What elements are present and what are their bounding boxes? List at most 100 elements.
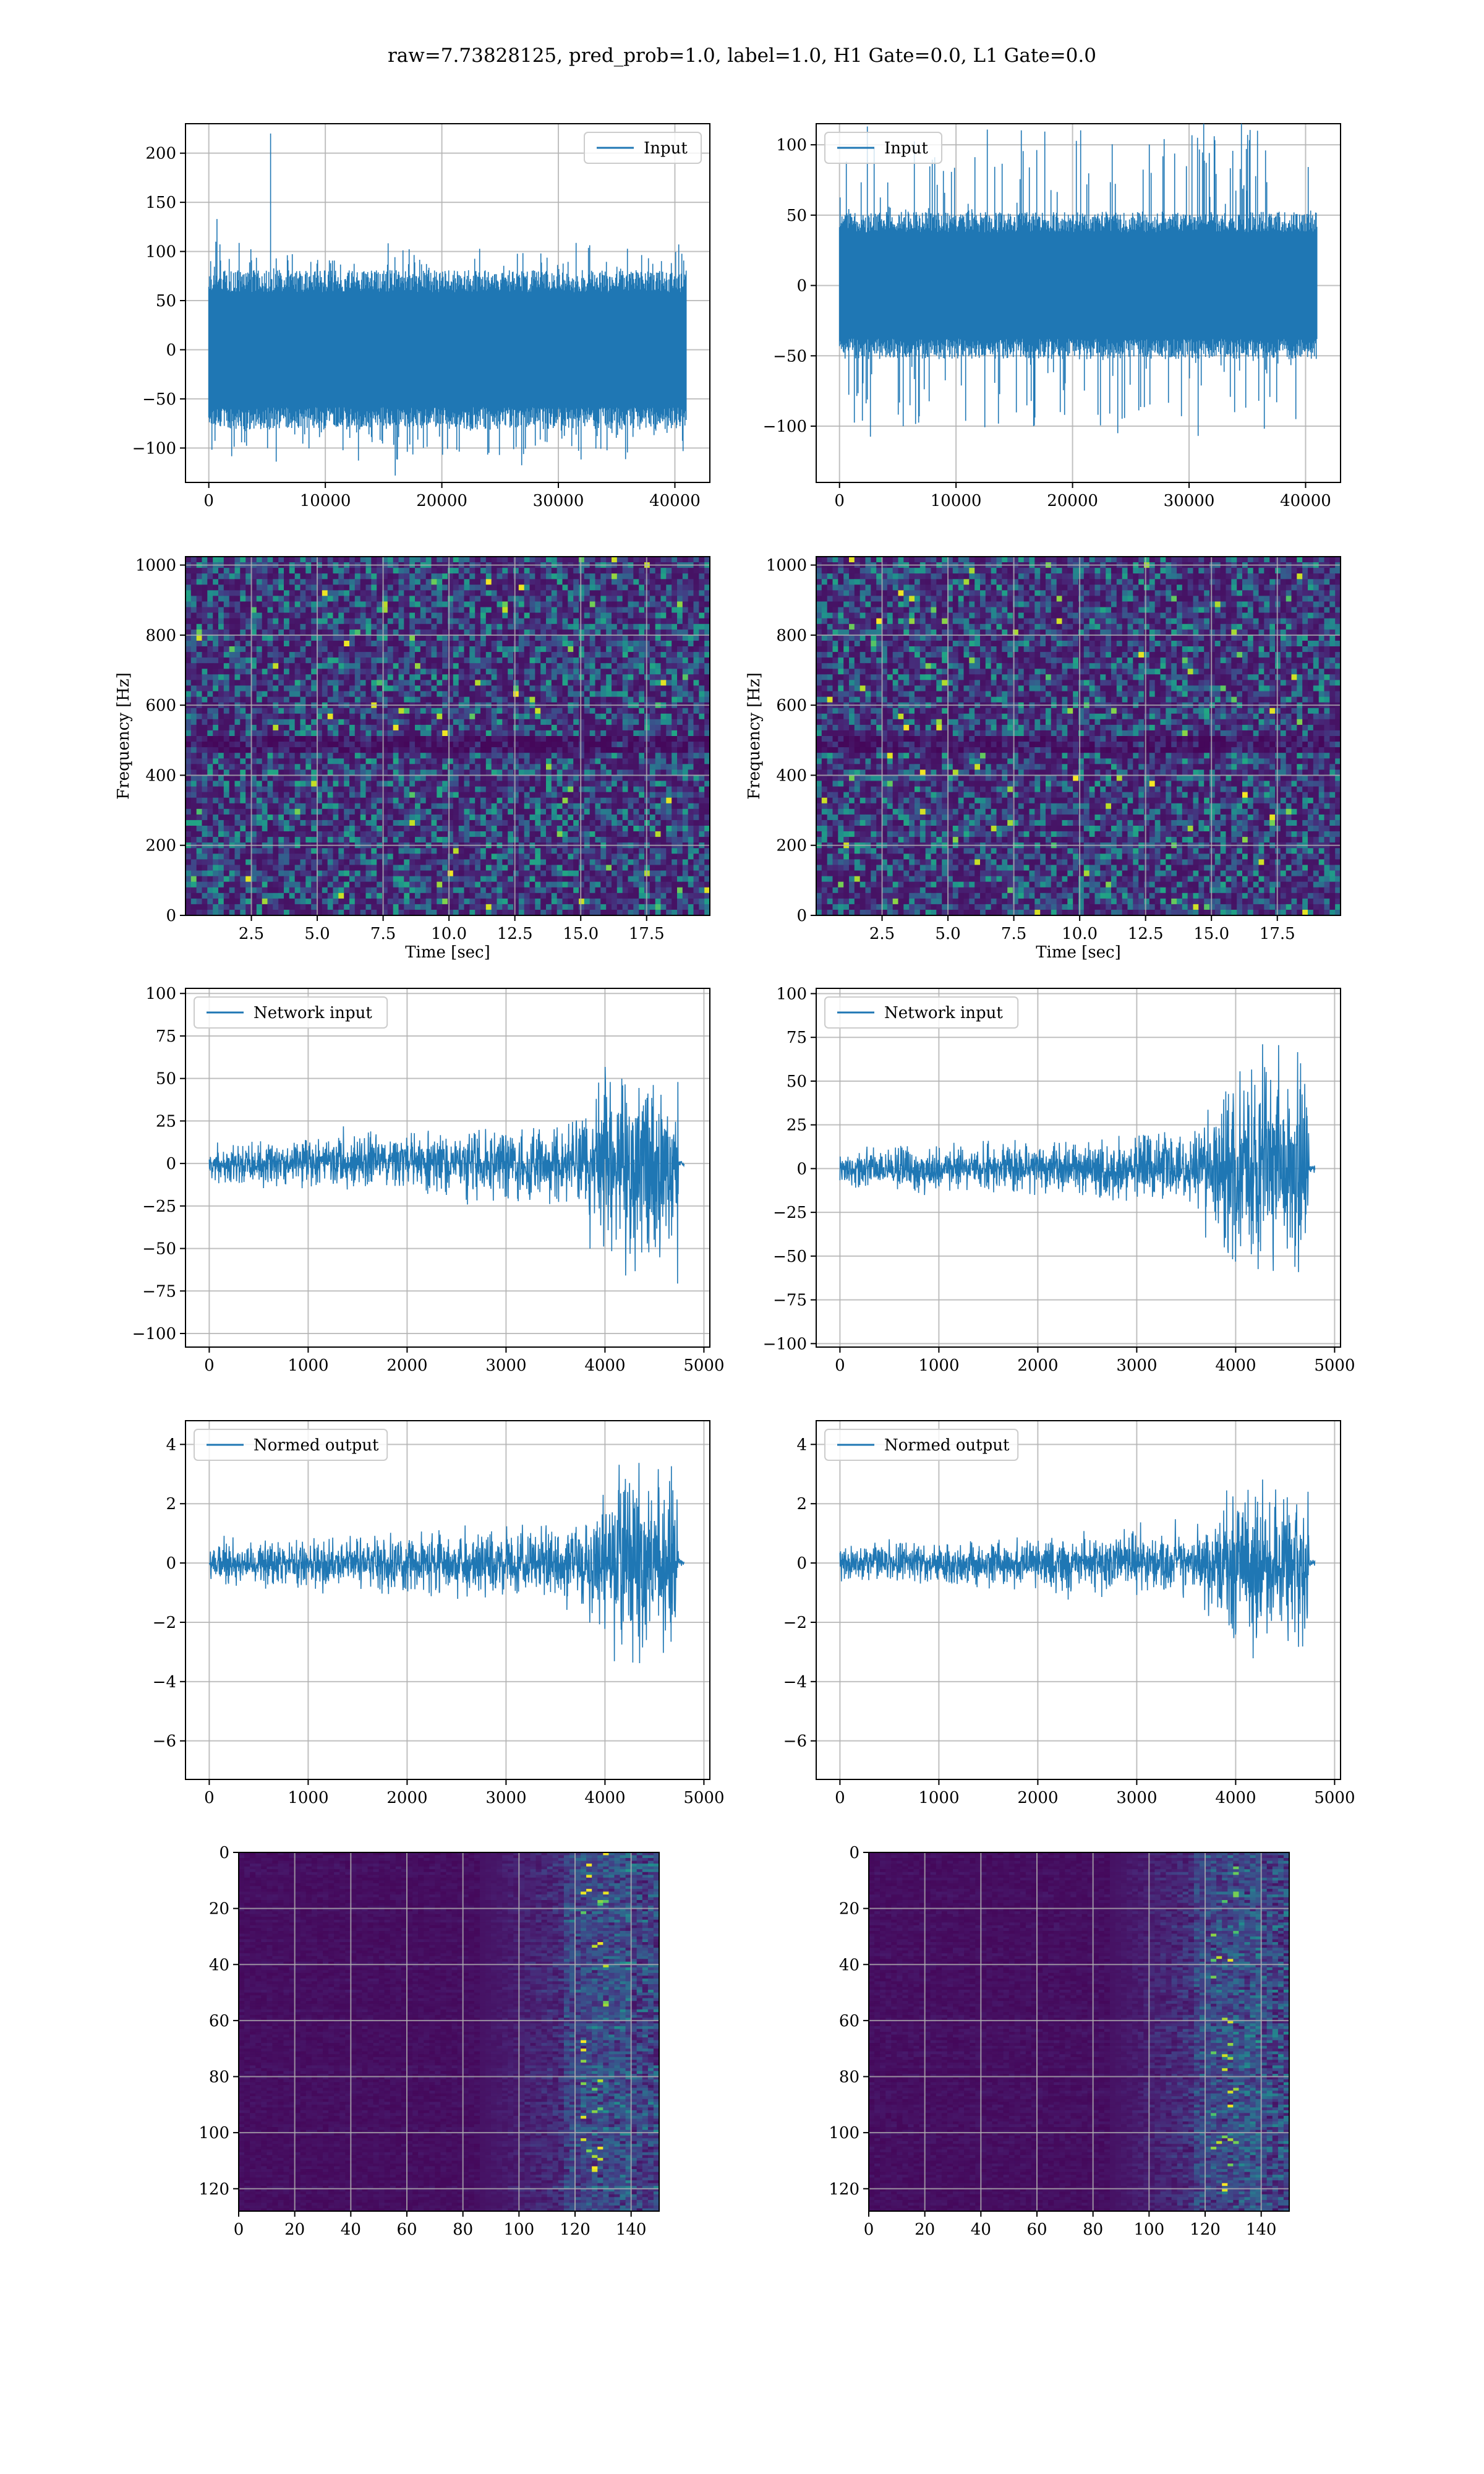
spectrogram-cell: [393, 573, 399, 580]
spectrogram-cell: [393, 657, 399, 664]
spectrogram-cell: [202, 635, 208, 641]
spectrogram-cell: [480, 775, 486, 781]
spectrogram-cell: [197, 742, 202, 748]
spectrogram-cell: [344, 730, 349, 737]
spectrogram-cell: [584, 736, 590, 742]
spectrogram-cell: [530, 624, 535, 630]
spectrogram-cell: [262, 641, 268, 647]
spectrogram-cell: [677, 730, 683, 737]
spectrogram-cell: [432, 764, 437, 770]
spectrogram-cell: [311, 758, 317, 764]
spectrogram-cell: [273, 758, 278, 764]
spectrogram-cell: [650, 596, 655, 602]
spectrogram-cell: [262, 758, 268, 764]
spectrogram-cell: [661, 646, 667, 653]
spectrogram-cell: [502, 652, 508, 658]
spectrogram-cell: [672, 691, 677, 698]
spectrogram-cell: [600, 753, 606, 759]
spectrogram-cell: [563, 719, 568, 726]
spectrogram-cell: [229, 657, 235, 664]
spectrogram-cell: [623, 680, 628, 686]
spectrogram-cell: [415, 618, 420, 625]
spectrogram-cell: [464, 657, 470, 664]
spectrogram-cell: [453, 607, 459, 614]
spectrogram-cell: [268, 618, 273, 625]
spectrogram-cell: [229, 787, 235, 793]
spectrogram-cell: [344, 613, 349, 619]
spectrogram-cell: [420, 764, 426, 770]
spectrogram-cell: [661, 590, 667, 596]
spectrogram-cell: [420, 725, 426, 731]
spectrogram-cell: [600, 680, 606, 686]
spectrogram-cell: [442, 736, 448, 742]
spectrogram-cell: [420, 714, 426, 720]
spectrogram-cell: [683, 714, 688, 720]
spectrogram-cell: [432, 775, 437, 781]
spectrogram-cell: [442, 568, 448, 574]
spectrogram-cell: [694, 584, 699, 591]
spectrogram-cell: [197, 646, 202, 653]
spectrogram-cell: [480, 725, 486, 731]
spectrogram-cell: [557, 691, 563, 698]
spectrogram-cell: [437, 753, 442, 759]
spectrogram-cell: [595, 663, 601, 669]
spectrogram-cell: [311, 652, 317, 658]
spectrogram-cell: [240, 596, 245, 602]
spectrogram-cell: [360, 573, 366, 580]
spectrogram-cell: [535, 742, 540, 748]
spectrogram-cell: [573, 747, 579, 753]
spectrogram-cell: [497, 624, 503, 630]
spectrogram-cell: [197, 708, 202, 714]
spectrogram-cell: [606, 584, 612, 591]
spectrogram-cell: [683, 624, 688, 630]
spectrogram-cell: [519, 775, 524, 781]
spectrogram-cell: [442, 730, 448, 737]
spectrogram-cell: [366, 753, 372, 759]
spectrogram-cell: [502, 663, 508, 669]
spectrogram-cell: [355, 663, 360, 669]
spectrogram-cell: [191, 573, 197, 580]
spectrogram-cell: [595, 557, 601, 563]
spectrogram-cell: [218, 579, 224, 585]
spectrogram-cell: [530, 714, 535, 720]
spectrogram-cell: [573, 685, 579, 691]
spectrogram-cell: [333, 742, 339, 748]
spectrogram-cell: [590, 753, 595, 759]
spectrogram-cell: [540, 674, 546, 680]
spectrogram-cell: [595, 618, 601, 625]
spectrogram-cell: [699, 646, 704, 653]
spectrogram-cell: [552, 753, 557, 759]
spectrogram-cell: [426, 596, 432, 602]
spectrogram-cell: [579, 730, 584, 737]
spectrogram-cell: [535, 747, 540, 753]
spectrogram-cell: [218, 584, 224, 591]
spectrogram-cell: [393, 730, 399, 737]
spectrogram-cell: [235, 607, 241, 614]
spectrogram-cell: [245, 685, 251, 691]
spectrogram-cell: [540, 708, 546, 714]
spectrogram-cell: [224, 657, 229, 664]
spectrogram-cell: [202, 663, 208, 669]
spectrogram-cell: [666, 663, 672, 669]
spectrogram-cell: [207, 758, 213, 764]
spectrogram-cell: [480, 618, 486, 625]
spectrogram-cell: [278, 646, 284, 653]
spectrogram-cell: [207, 596, 213, 602]
spectrogram-cell: [694, 680, 699, 686]
spectrogram-cell: [404, 568, 409, 574]
spectrogram-cell: [409, 557, 415, 563]
spectrogram-cell: [371, 584, 377, 591]
spectrogram-cell: [513, 691, 519, 698]
spectrogram-cell: [442, 579, 448, 585]
spectrogram-cell: [579, 663, 584, 669]
spectrogram-cell: [486, 584, 492, 591]
spectrogram-cell: [393, 568, 399, 574]
spectrogram-cell: [502, 584, 508, 591]
spectrogram-cell: [207, 680, 213, 686]
spectrogram-cell: [289, 635, 295, 641]
spectrogram-cell: [355, 573, 360, 580]
spectrogram-cell: [628, 584, 634, 591]
spectrogram-cell: [355, 635, 360, 641]
spectrogram-cell: [573, 697, 579, 703]
spectrogram-cell: [442, 758, 448, 764]
